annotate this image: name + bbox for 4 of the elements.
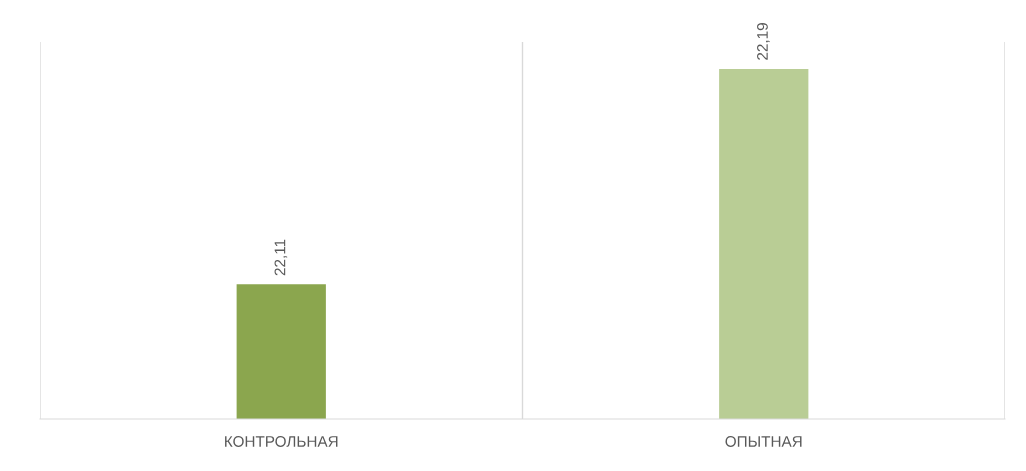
- data-label: 22,11: [274, 239, 288, 276]
- x-tick-label: КОНТРОЛЬНАЯ: [225, 436, 338, 447]
- x-tick-label: ОПЫТНАЯ: [725, 436, 802, 447]
- data-label: 22,19: [757, 23, 770, 60]
